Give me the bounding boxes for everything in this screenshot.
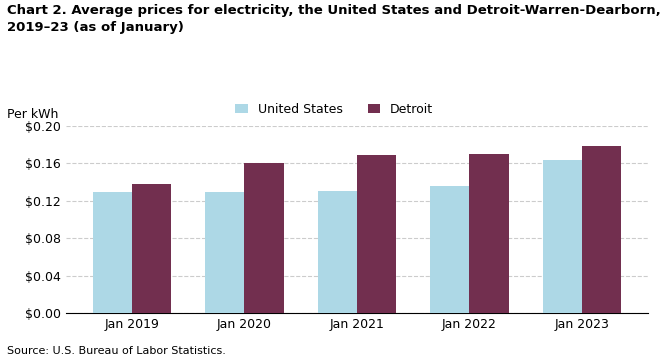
Text: Per kWh: Per kWh (7, 108, 58, 121)
Bar (205, 193, 245, 313)
Legend: United States, Detroit: United States, Detroit (235, 103, 433, 116)
Bar (93, 192, 132, 313)
Bar (317, 190, 357, 313)
Bar (469, 154, 509, 313)
Bar (132, 184, 171, 313)
Bar (357, 155, 397, 313)
Bar (543, 160, 582, 313)
Bar (245, 162, 284, 313)
Text: Source: U.S. Bureau of Labor Statistics.: Source: U.S. Bureau of Labor Statistics. (7, 346, 225, 356)
Bar (430, 186, 469, 313)
Text: Chart 2. Average prices for electricity, the United States and Detroit-Warren-De: Chart 2. Average prices for electricity,… (7, 4, 661, 33)
Bar (582, 146, 621, 313)
